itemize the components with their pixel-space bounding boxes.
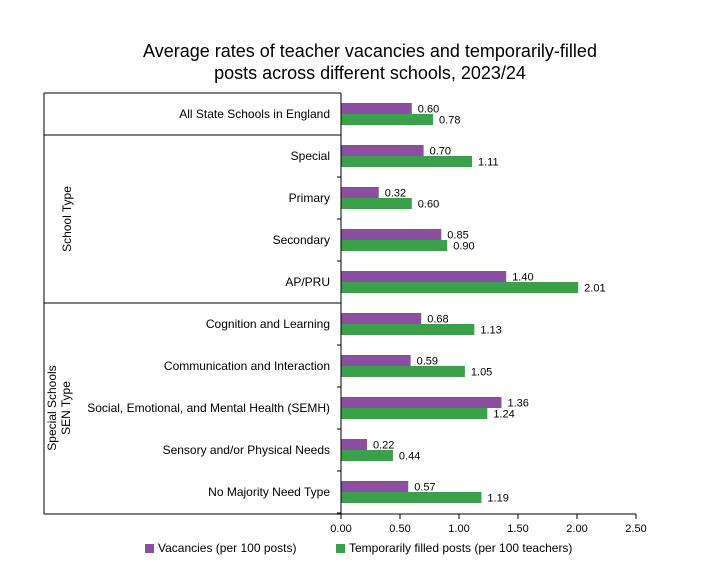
data-label-vacancies-6: 0.59 (417, 356, 438, 368)
data-label-vacancies-7: 1.36 (507, 398, 528, 410)
data-label-temporarily-filled-2: 0.60 (418, 199, 439, 211)
data-label-temporarily-filled-5: 1.13 (480, 325, 501, 337)
bar-vacancies-6 (341, 355, 411, 366)
data-label-vacancies-3: 0.85 (447, 230, 468, 242)
group-label-1-line-0: School Type (60, 186, 74, 252)
x-tick-label-0: 0.00 (330, 523, 351, 535)
bar-vacancies-9 (341, 481, 409, 492)
data-label-vacancies-8: 0.22 (373, 440, 394, 452)
data-label-temporarily-filled-7: 1.24 (493, 409, 514, 421)
data-label-vacancies-0: 0.60 (418, 104, 439, 116)
bar-temporarily-filled-1 (341, 156, 472, 167)
bar-temporarily-filled-3 (341, 240, 448, 251)
category-label-8: Sensory and/or Physical Needs (163, 443, 330, 457)
data-label-vacancies-2: 0.32 (385, 188, 406, 200)
bar-vacancies-3 (341, 229, 442, 240)
data-label-temporarily-filled-8: 0.44 (399, 451, 420, 463)
bar-vacancies-0 (341, 103, 412, 114)
data-label-temporarily-filled-4: 2.01 (584, 283, 605, 295)
chart-title-line-2: posts across different schools, 2023/24 (214, 63, 526, 83)
x-tick-label-5: 2.50 (625, 523, 646, 535)
bar-temporarily-filled-0 (341, 114, 434, 125)
x-tick-label-1: 0.50 (389, 523, 410, 535)
category-label-4: AP/PRU (285, 275, 330, 289)
x-tick-label-3: 1.50 (507, 523, 528, 535)
legend-vacancies: Vacancies (per 100 posts) (145, 541, 297, 555)
bar-vacancies-5 (341, 313, 422, 324)
category-label-9: No Majority Need Type (208, 485, 330, 499)
legend-swatch-temporarily-filled (336, 543, 345, 553)
legend-label-temporarily-filled: Temporarily filled posts (per 100 teache… (349, 541, 573, 555)
category-label-3: Secondary (273, 233, 330, 247)
bar-vacancies-2 (341, 187, 379, 198)
x-tick-label-2: 1.00 (448, 523, 469, 535)
data-label-vacancies-9: 0.57 (414, 482, 435, 494)
bar-vacancies-4 (341, 271, 507, 282)
category-label-2: Primary (289, 191, 330, 205)
legend-label-vacancies: Vacancies (per 100 posts) (158, 541, 297, 555)
data-label-temporarily-filled-3: 0.90 (453, 241, 474, 253)
category-label-1: Special (291, 149, 330, 163)
category-label-0: All State Schools in England (179, 107, 330, 121)
bar-temporarily-filled-9 (341, 492, 482, 503)
legend-temporarily-filled: Temporarily filled posts (per 100 teache… (336, 541, 572, 555)
data-label-vacancies-4: 1.40 (512, 272, 533, 284)
bar-vacancies-1 (341, 145, 424, 156)
group-label-2-line-0: Special Schools (45, 365, 59, 450)
category-label-7: Social, Emotional, and Mental Health (SE… (87, 401, 330, 415)
chart-title: Average rates of teacher vacancies and t… (0, 40, 720, 84)
bar-vacancies-8 (341, 439, 367, 450)
group-label-2-line-1: SEN Type (59, 381, 73, 435)
data-label-temporarily-filled-6: 1.05 (471, 367, 492, 379)
data-label-vacancies-1: 0.70 (430, 146, 451, 158)
data-label-temporarily-filled-0: 0.78 (439, 115, 460, 127)
bar-temporarily-filled-4 (341, 282, 579, 293)
bar-temporarily-filled-2 (341, 198, 412, 209)
bar-temporarily-filled-7 (341, 408, 488, 419)
data-label-vacancies-5: 0.68 (427, 314, 448, 326)
legend-swatch-vacancies (145, 543, 154, 553)
category-label-5: Cognition and Learning (206, 317, 330, 331)
data-label-temporarily-filled-1: 1.11 (478, 157, 499, 169)
bar-temporarily-filled-8 (341, 450, 393, 461)
chart-title-line-1: Average rates of teacher vacancies and t… (143, 41, 597, 61)
bar-temporarily-filled-5 (341, 324, 475, 335)
category-label-6: Communication and Interaction (164, 359, 330, 373)
x-tick-label-4: 2.00 (566, 523, 587, 535)
data-label-temporarily-filled-9: 1.19 (487, 493, 508, 505)
bar-vacancies-7 (341, 397, 502, 408)
bar-temporarily-filled-6 (341, 366, 465, 377)
